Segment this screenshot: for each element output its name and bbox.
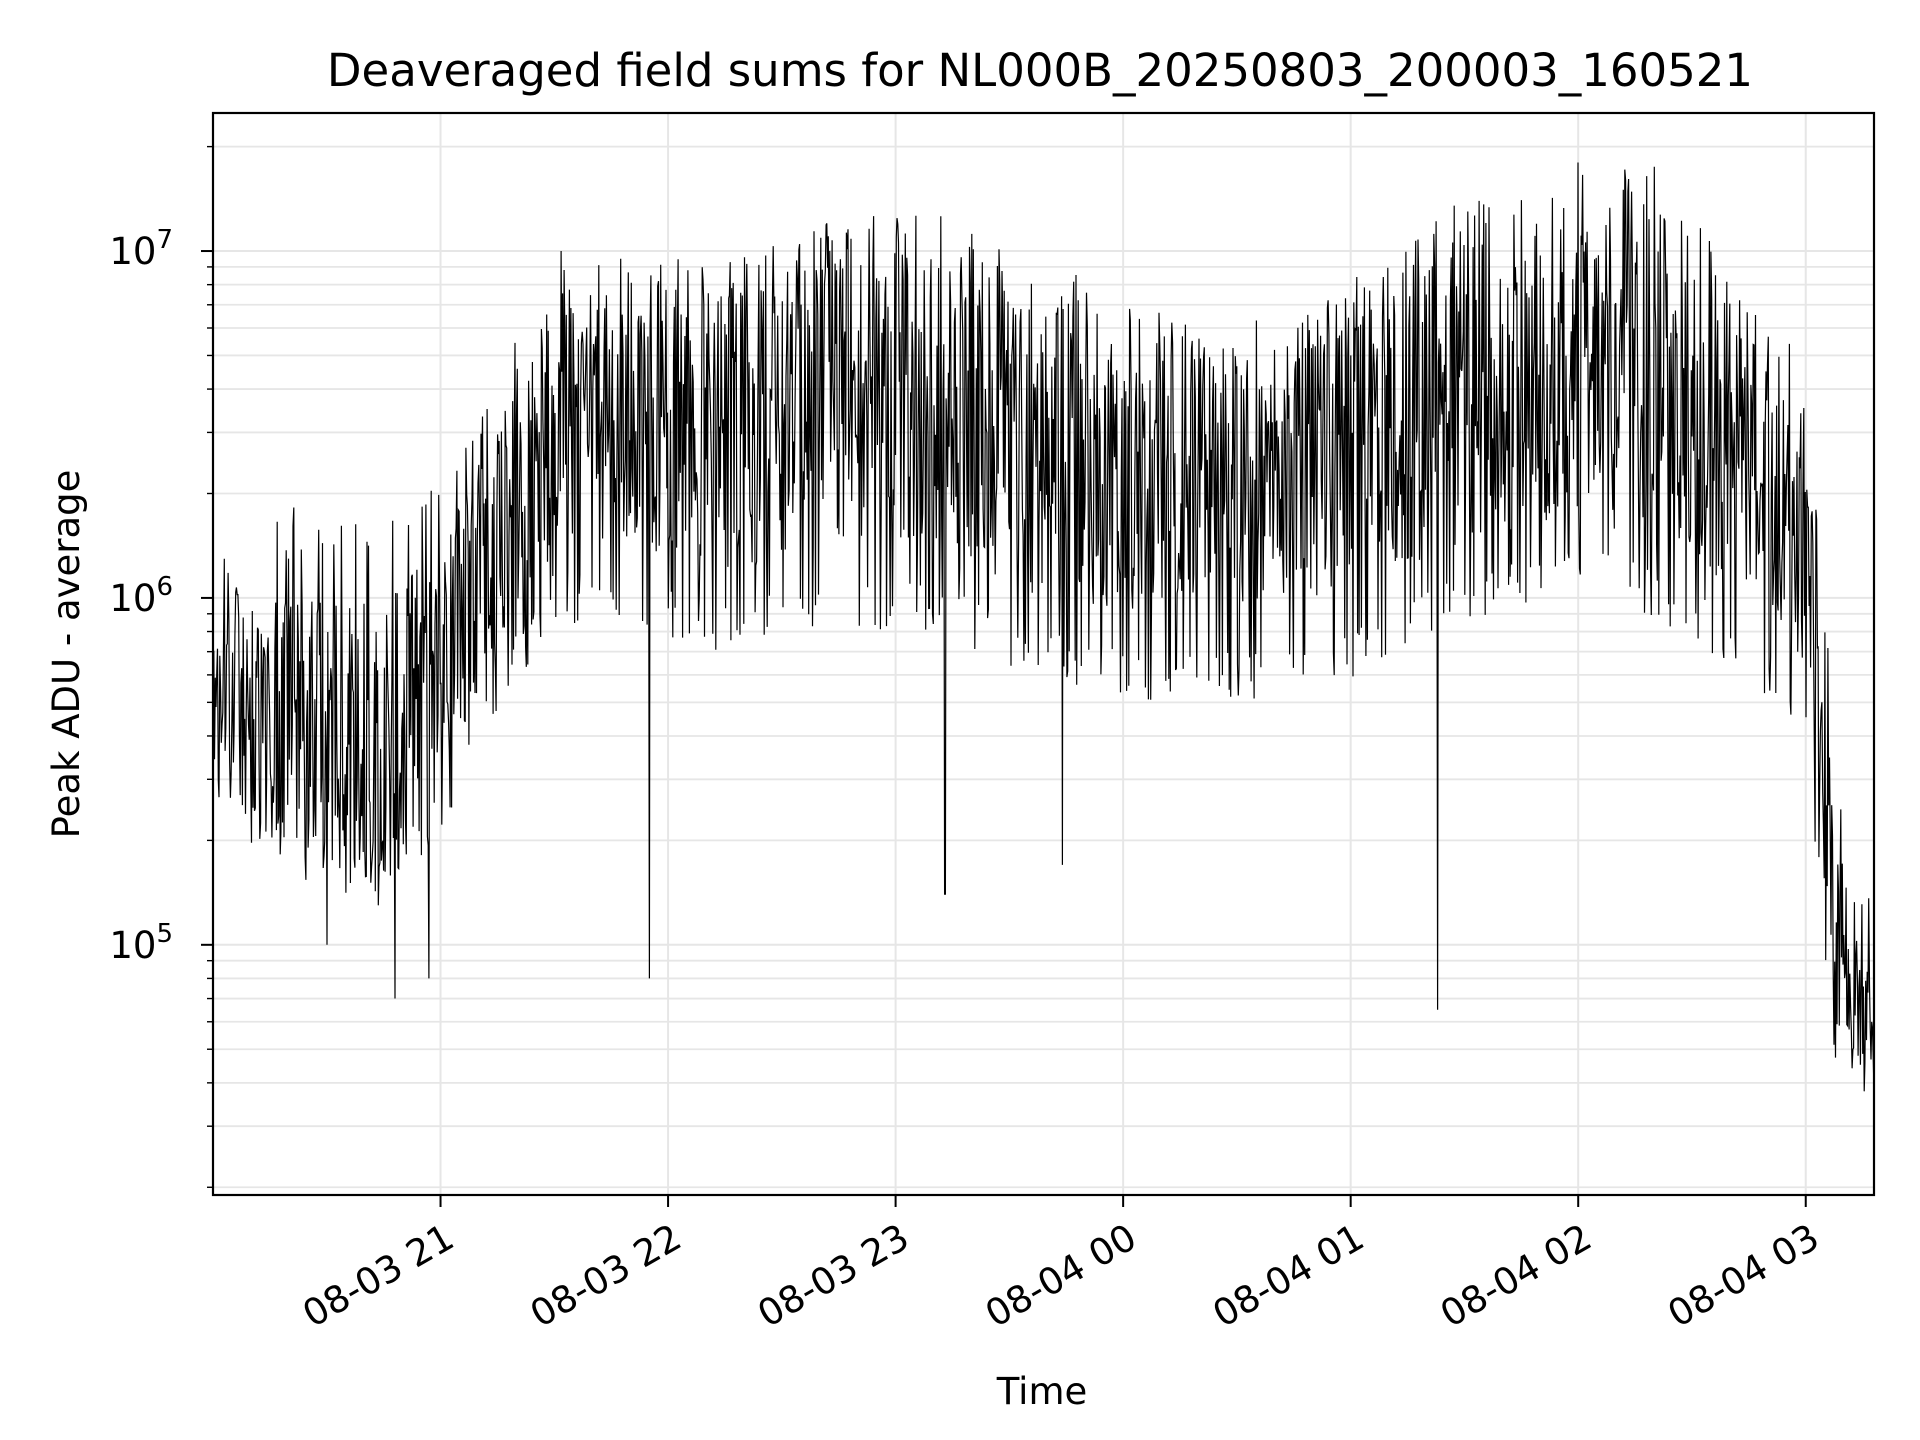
x-axis-label: Time (996, 1370, 1088, 1413)
grid (213, 113, 1874, 1195)
y-tick-label: 105 (109, 919, 173, 967)
y-axis-ticks: 105 106 107 (109, 145, 213, 1188)
series-line (213, 162, 1874, 1092)
y-tick-label: 106 (109, 572, 173, 620)
plot-frame (211, 111, 1876, 1197)
chart-title: Deaveraged field sums for NL000B_2025080… (327, 44, 1753, 97)
y-tick-label: 107 (109, 225, 173, 273)
data-series (213, 162, 1874, 1092)
y-axis-label: Peak ADU - average (45, 470, 88, 839)
